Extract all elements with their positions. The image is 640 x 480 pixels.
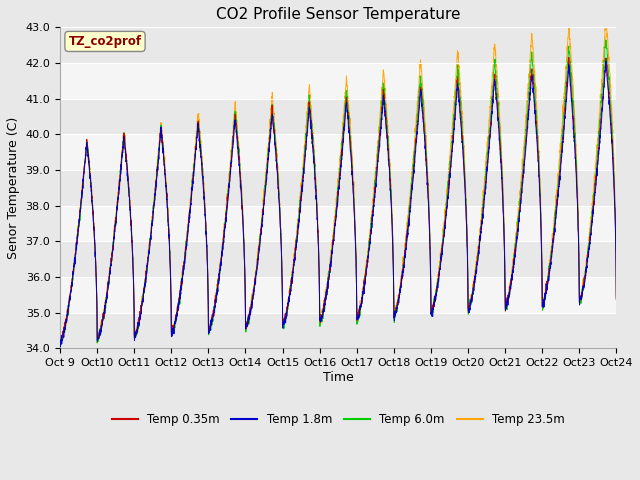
Bar [60, 205, 616, 241]
Bar [60, 134, 616, 170]
Legend: Temp 0.35m, Temp 1.8m, Temp 6.0m, Temp 23.5m: Temp 0.35m, Temp 1.8m, Temp 6.0m, Temp 2… [107, 409, 570, 431]
Title: CO2 Profile Sensor Temperature: CO2 Profile Sensor Temperature [216, 7, 460, 22]
Y-axis label: Senor Temperature (C): Senor Temperature (C) [7, 117, 20, 259]
Text: TZ_co2prof: TZ_co2prof [68, 35, 141, 48]
Bar [60, 277, 616, 312]
Bar [60, 63, 616, 98]
X-axis label: Time: Time [323, 371, 353, 384]
